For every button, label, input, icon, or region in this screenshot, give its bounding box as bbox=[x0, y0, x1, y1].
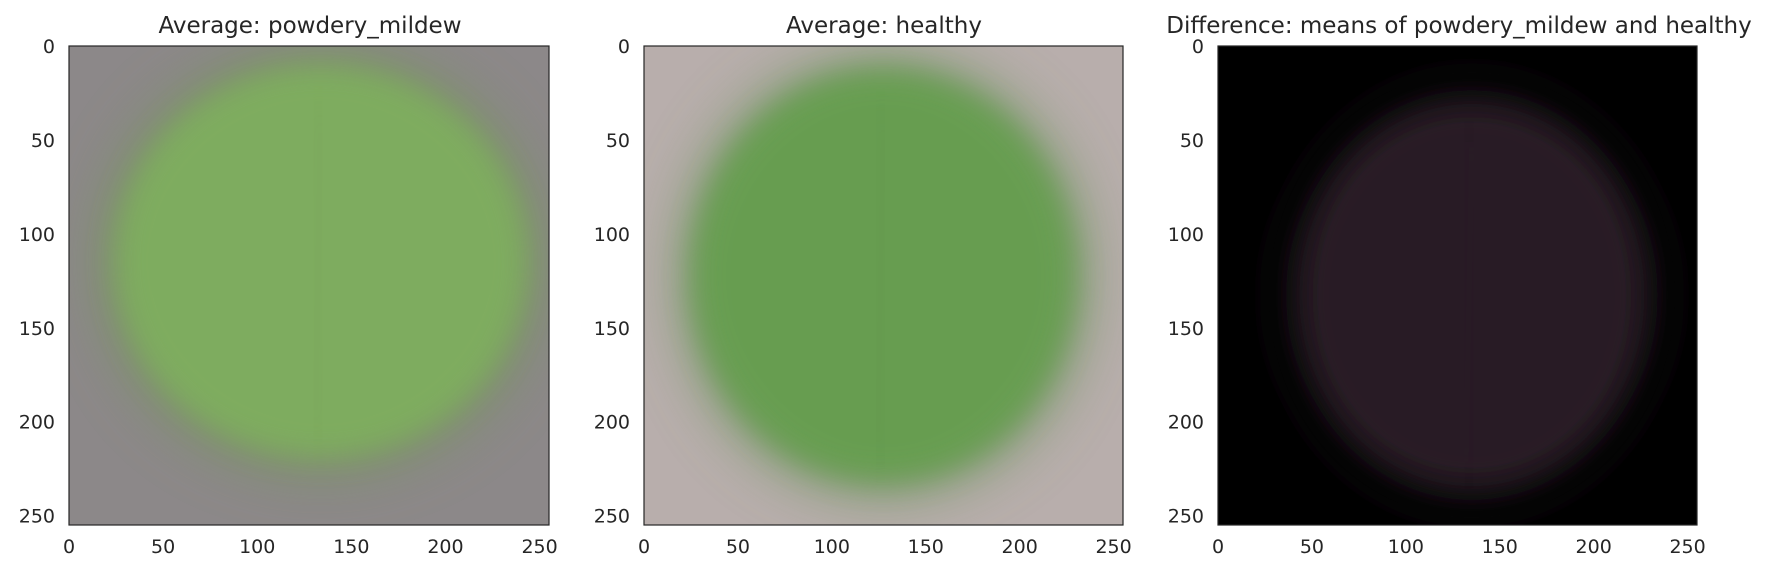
y-tick-label: 250 bbox=[19, 506, 55, 528]
axes-frame-powdery-mildew bbox=[68, 45, 550, 526]
difference-image bbox=[1218, 46, 1697, 525]
x-tick-label: 150 bbox=[1482, 536, 1518, 558]
axes-frame-healthy bbox=[643, 45, 1124, 526]
panel-title-healthy: Average: healthy bbox=[786, 13, 982, 39]
x-tick-label: 150 bbox=[333, 536, 369, 558]
x-tick-label: 150 bbox=[908, 536, 944, 558]
x-tick-label: 0 bbox=[638, 536, 650, 558]
axis-ticks-powdery-mildew: 0 50 100 150 200 250 0 50 100 150 200 250 bbox=[19, 36, 558, 558]
axis-ticks-healthy: 0 50 100 150 200 250 0 50 100 150 200 250 bbox=[594, 36, 1132, 558]
x-tick-label: 250 bbox=[1095, 536, 1131, 558]
y-tick-label: 50 bbox=[606, 130, 630, 152]
panel-healthy: Average: healthy 0 50 100 150 200 250 0 50 100 15… bbox=[594, 13, 1132, 558]
y-tick-label: 100 bbox=[19, 224, 55, 246]
leaf-midrib bbox=[874, 111, 887, 462]
y-tick-label: 100 bbox=[1168, 224, 1204, 246]
average-image-healthy bbox=[644, 46, 1123, 525]
x-tick-label: 50 bbox=[151, 536, 175, 558]
y-tick-label: 150 bbox=[1168, 318, 1204, 340]
y-tick-label: 200 bbox=[594, 412, 630, 434]
average-image-powdery-mildew bbox=[69, 46, 549, 525]
y-tick-label: 150 bbox=[19, 318, 55, 340]
x-tick-label: 200 bbox=[1576, 536, 1612, 558]
panel-title-powdery-mildew: Average: powdery_mildew bbox=[158, 13, 461, 39]
x-tick-label: 50 bbox=[726, 536, 750, 558]
panel-difference: Difference: means of powdery_mildew and … bbox=[1166, 13, 1752, 558]
x-tick-label: 100 bbox=[814, 536, 850, 558]
y-tick-label: 0 bbox=[618, 36, 630, 58]
y-tick-label: 50 bbox=[1180, 130, 1204, 152]
panel-powdery-mildew: Average: powdery_mildew 0 50 100 150 200 2500… bbox=[19, 13, 558, 558]
y-tick-label: 250 bbox=[1168, 506, 1204, 528]
axis-ticks-difference: 0 50 100 150 200 250 0 50 100 150 200 250 bbox=[1168, 36, 1706, 558]
y-tick-label: 0 bbox=[1192, 36, 1204, 58]
axes-frame-difference bbox=[1217, 45, 1698, 526]
y-tick-label: 200 bbox=[1168, 412, 1204, 434]
y-tick-label: 0 bbox=[43, 36, 55, 58]
x-tick-label: 200 bbox=[1002, 536, 1038, 558]
x-tick-label: 250 bbox=[1669, 536, 1705, 558]
x-tick-label: 100 bbox=[239, 536, 275, 558]
x-tick-label: 100 bbox=[1388, 536, 1424, 558]
y-tick-label: 200 bbox=[19, 412, 55, 434]
x-tick-label: 0 bbox=[1212, 536, 1224, 558]
x-tick-label: 250 bbox=[521, 536, 557, 558]
y-tick-label: 150 bbox=[594, 318, 630, 340]
panel-title-difference: Difference: means of powdery_mildew and … bbox=[1166, 13, 1752, 39]
leaf-midrib bbox=[312, 104, 324, 439]
x-tick-label: 0 bbox=[63, 536, 75, 558]
y-tick-label: 50 bbox=[31, 130, 55, 152]
leaf-midrib bbox=[1462, 141, 1475, 468]
x-tick-label: 50 bbox=[1300, 536, 1324, 558]
y-tick-label: 100 bbox=[594, 224, 630, 246]
x-tick-label: 200 bbox=[427, 536, 463, 558]
y-tick-label: 250 bbox=[594, 506, 630, 528]
